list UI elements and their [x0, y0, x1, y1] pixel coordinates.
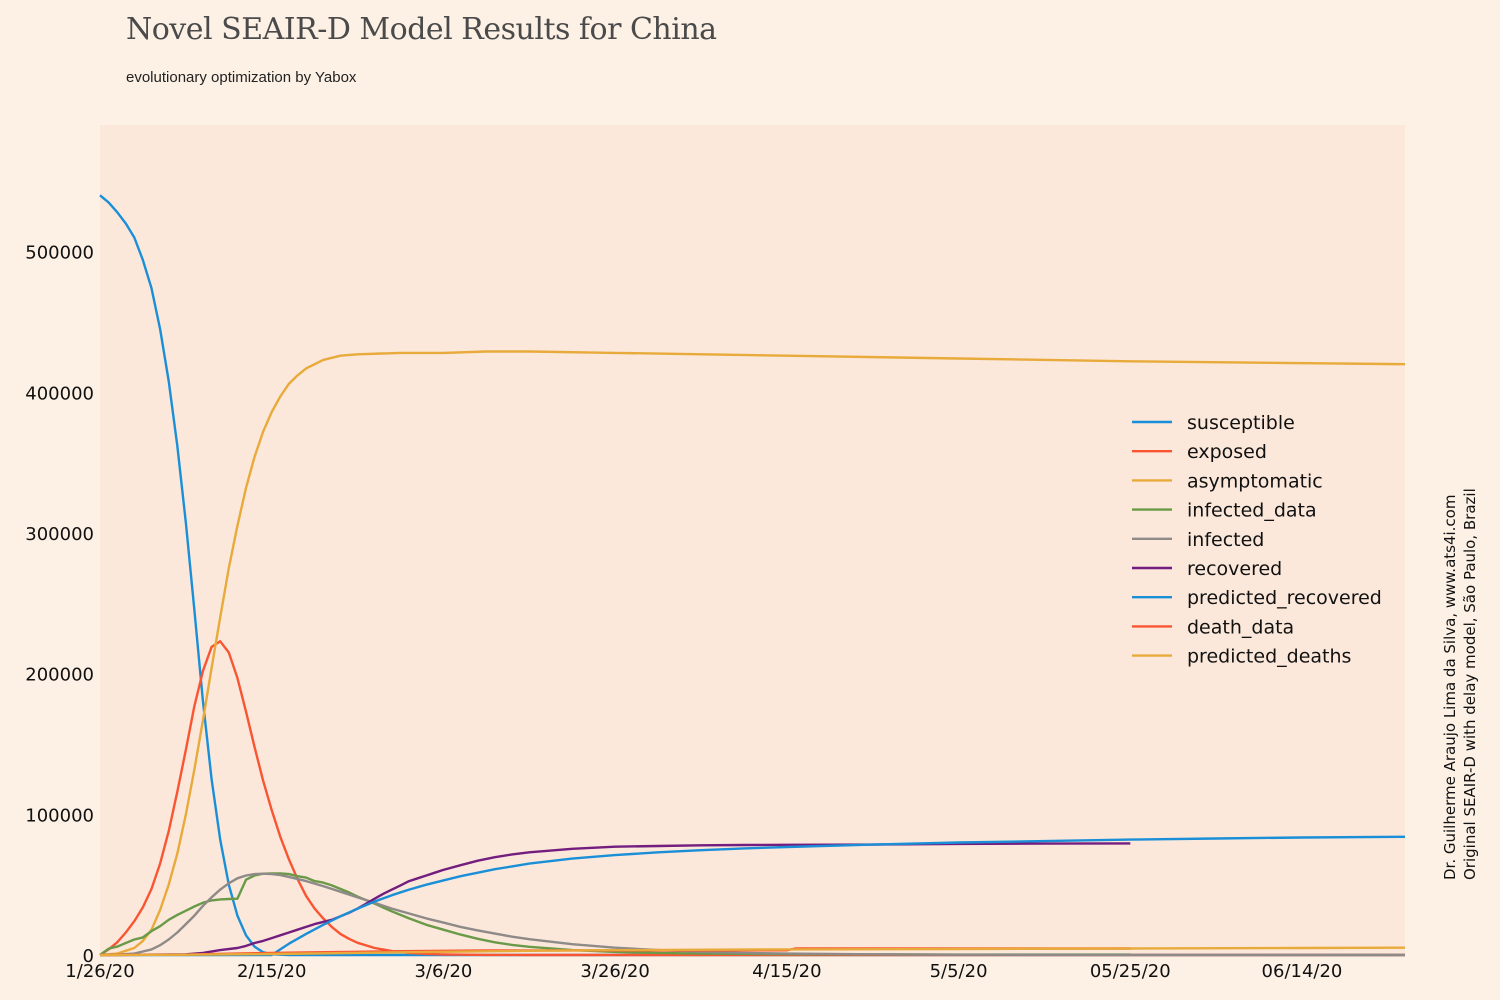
y-tick-label: 0 — [83, 946, 94, 967]
x-tick-label: 1/26/20 — [65, 961, 134, 982]
y-tick-label: 200000 — [25, 665, 94, 686]
x-tick-label: 2/15/20 — [237, 961, 306, 982]
chart-subtitle: evolutionary optimization by Yabox — [126, 69, 357, 86]
x-tick-label: 4/15/20 — [752, 961, 821, 982]
series-lines — [99, 194, 1406, 957]
x-axis-ticks: 1/26/20 2/15/20 3/6/20 3/26/20 4/15/20 5/5/20… — [65, 961, 1342, 982]
x-tick-label: 5/5/20 — [930, 961, 988, 982]
legend-label: exposed — [1187, 441, 1267, 463]
y-tick-label: 500000 — [25, 243, 94, 264]
x-tick-label: 06/14/20 — [1262, 961, 1343, 982]
legend-label: infected_data — [1187, 500, 1317, 522]
legend-label: asymptomatic — [1187, 470, 1323, 492]
x-tick-label: 3/6/20 — [414, 961, 472, 982]
x-tick-label: 3/26/20 — [580, 961, 649, 982]
legend: susceptible exposed asymptomatic infected_d… — [1132, 412, 1382, 668]
series-line-predicted-recovered — [100, 835, 1406, 957]
x-tick-label: 05/25/20 — [1090, 961, 1171, 982]
y-tick-label: 100000 — [25, 805, 94, 826]
y-tick-label: 400000 — [25, 383, 94, 404]
legend-label: death_data — [1187, 616, 1294, 638]
legend-label: recovered — [1187, 558, 1282, 580]
y-axis-ticks: 0 100000 200000 300000 400000 500000 — [25, 243, 94, 967]
legend-label: susceptible — [1187, 412, 1295, 434]
series-line-predicted-deaths — [99, 946, 1406, 957]
legend-label: predicted_deaths — [1187, 646, 1351, 668]
y-tick-label: 300000 — [25, 524, 94, 545]
series-line-exposed — [99, 640, 1405, 957]
series-line-recovered — [99, 842, 1131, 957]
legend-label: predicted_recovered — [1187, 587, 1382, 609]
plot-area — [100, 125, 1405, 955]
chart-title: Novel SEAIR-D Model Results for China — [126, 12, 717, 47]
legend-label: infected — [1187, 529, 1264, 551]
series-line-asymptomatic — [99, 350, 1406, 957]
